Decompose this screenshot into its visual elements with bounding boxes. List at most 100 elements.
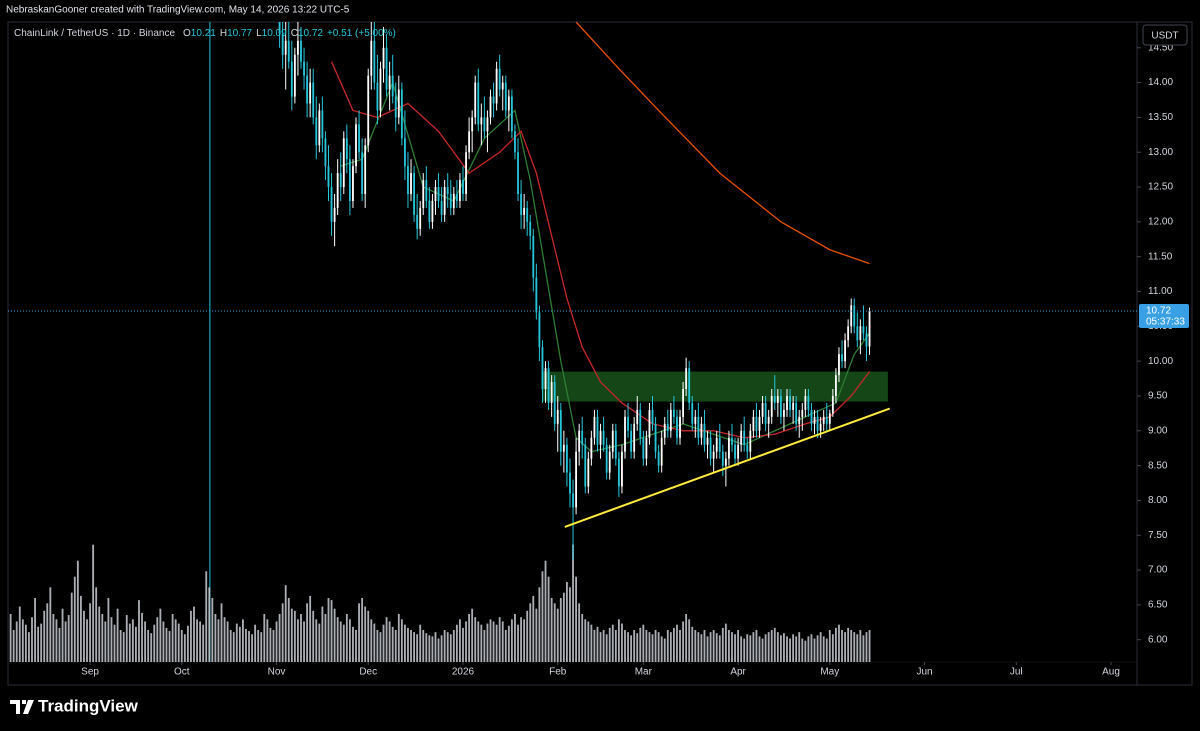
- volume-bar: [370, 619, 373, 662]
- candle-body: [486, 117, 489, 132]
- candle-body: [309, 82, 312, 104]
- candle-body: [355, 124, 357, 167]
- volume-bar: [449, 634, 452, 662]
- volume-bar: [174, 619, 177, 662]
- candle-body: [397, 89, 400, 118]
- volume-bar: [419, 624, 422, 662]
- candle-body: [407, 166, 409, 195]
- candle-body: [352, 166, 354, 201]
- candle-body: [422, 180, 425, 208]
- candle-body: [679, 416, 681, 438]
- volume-bar: [624, 630, 626, 662]
- volume-bar: [822, 636, 825, 662]
- volume-bar: [770, 630, 773, 662]
- volume-bar: [706, 636, 709, 662]
- volume-bar: [844, 632, 847, 662]
- candle-body: [416, 214, 419, 229]
- volume-bar: [575, 576, 578, 662]
- volume-bar: [116, 608, 119, 662]
- volume-bar: [168, 631, 171, 662]
- candle-body: [657, 451, 660, 466]
- volume-bar: [67, 615, 70, 662]
- volume-bar: [486, 623, 489, 662]
- volume-bar: [740, 636, 743, 662]
- volume-bar: [290, 608, 293, 662]
- volume-bar: [367, 610, 370, 662]
- volume-bar: [196, 619, 198, 662]
- volume-bar: [703, 630, 706, 662]
- volume-bar: [342, 624, 345, 662]
- volume-bar: [761, 638, 764, 662]
- volume-bar: [232, 632, 235, 662]
- volume-bar: [504, 630, 507, 662]
- candle-body: [578, 430, 581, 452]
- candle-body: [676, 416, 678, 438]
- y-tick-label: 14.50: [1148, 42, 1173, 53]
- candle-body: [538, 312, 541, 348]
- candle-body: [336, 173, 339, 208]
- candle-body: [572, 493, 574, 508]
- candle-body: [682, 389, 684, 417]
- candle-body: [480, 117, 483, 125]
- y-tick-label: 7.50: [1148, 530, 1168, 541]
- volume-bar: [734, 634, 736, 662]
- candle-body: [868, 311, 871, 347]
- volume-bar: [578, 603, 581, 662]
- candle-body: [501, 82, 504, 90]
- volume-bar: [581, 614, 584, 662]
- volume-bar: [275, 621, 278, 662]
- volume-bar: [657, 632, 660, 662]
- candle-body: [789, 395, 791, 410]
- candle-body: [700, 423, 703, 438]
- volume-bar: [300, 614, 302, 662]
- candle-body: [379, 68, 382, 111]
- volume-bar: [569, 587, 571, 662]
- volume-bar: [159, 608, 162, 662]
- volume-bar: [868, 630, 871, 662]
- candle-body: [504, 82, 507, 111]
- volume-bar: [477, 621, 480, 662]
- candle-body: [853, 305, 856, 327]
- x-tick-label: May: [820, 667, 839, 678]
- candle-body: [376, 82, 379, 111]
- volume-bar: [746, 634, 749, 662]
- currency-box[interactable]: [1142, 24, 1188, 46]
- y-tick-label: 9.00: [1148, 425, 1168, 436]
- candle-body: [831, 395, 834, 414]
- candle-body: [452, 194, 455, 208]
- volume-bar: [183, 634, 186, 662]
- candle-body: [535, 277, 538, 313]
- candle-body: [428, 200, 431, 222]
- candle-body: [553, 382, 556, 424]
- volume-bar: [526, 610, 529, 662]
- candle-body: [532, 235, 535, 278]
- candle-body: [798, 416, 801, 424]
- volume-bar: [379, 632, 382, 662]
- candle-body: [728, 437, 730, 459]
- volume-bar: [520, 617, 522, 662]
- candle-body: [819, 423, 822, 431]
- volume-bar: [642, 624, 645, 662]
- candle-body: [367, 75, 370, 146]
- candle-body: [786, 395, 788, 410]
- candle-body: [556, 409, 559, 424]
- volume-bar: [141, 612, 143, 662]
- candle-body: [672, 409, 675, 417]
- candle-body: [437, 187, 440, 201]
- volume-bar: [43, 610, 46, 662]
- volume-bar: [333, 608, 336, 662]
- moving-average: [330, 61, 871, 439]
- candle-body: [596, 416, 599, 445]
- volume-bar: [413, 632, 416, 662]
- volume-bar: [89, 603, 91, 662]
- volume-bar: [593, 630, 596, 662]
- candle-body: [841, 354, 843, 362]
- volume-bar: [391, 626, 394, 662]
- volume-bar: [556, 608, 559, 662]
- candle-body: [669, 409, 672, 431]
- volume-bar: [144, 621, 147, 662]
- candle-body: [373, 40, 376, 83]
- volume-bar: [437, 638, 440, 662]
- candle-body: [425, 180, 428, 201]
- candle-body: [440, 200, 443, 215]
